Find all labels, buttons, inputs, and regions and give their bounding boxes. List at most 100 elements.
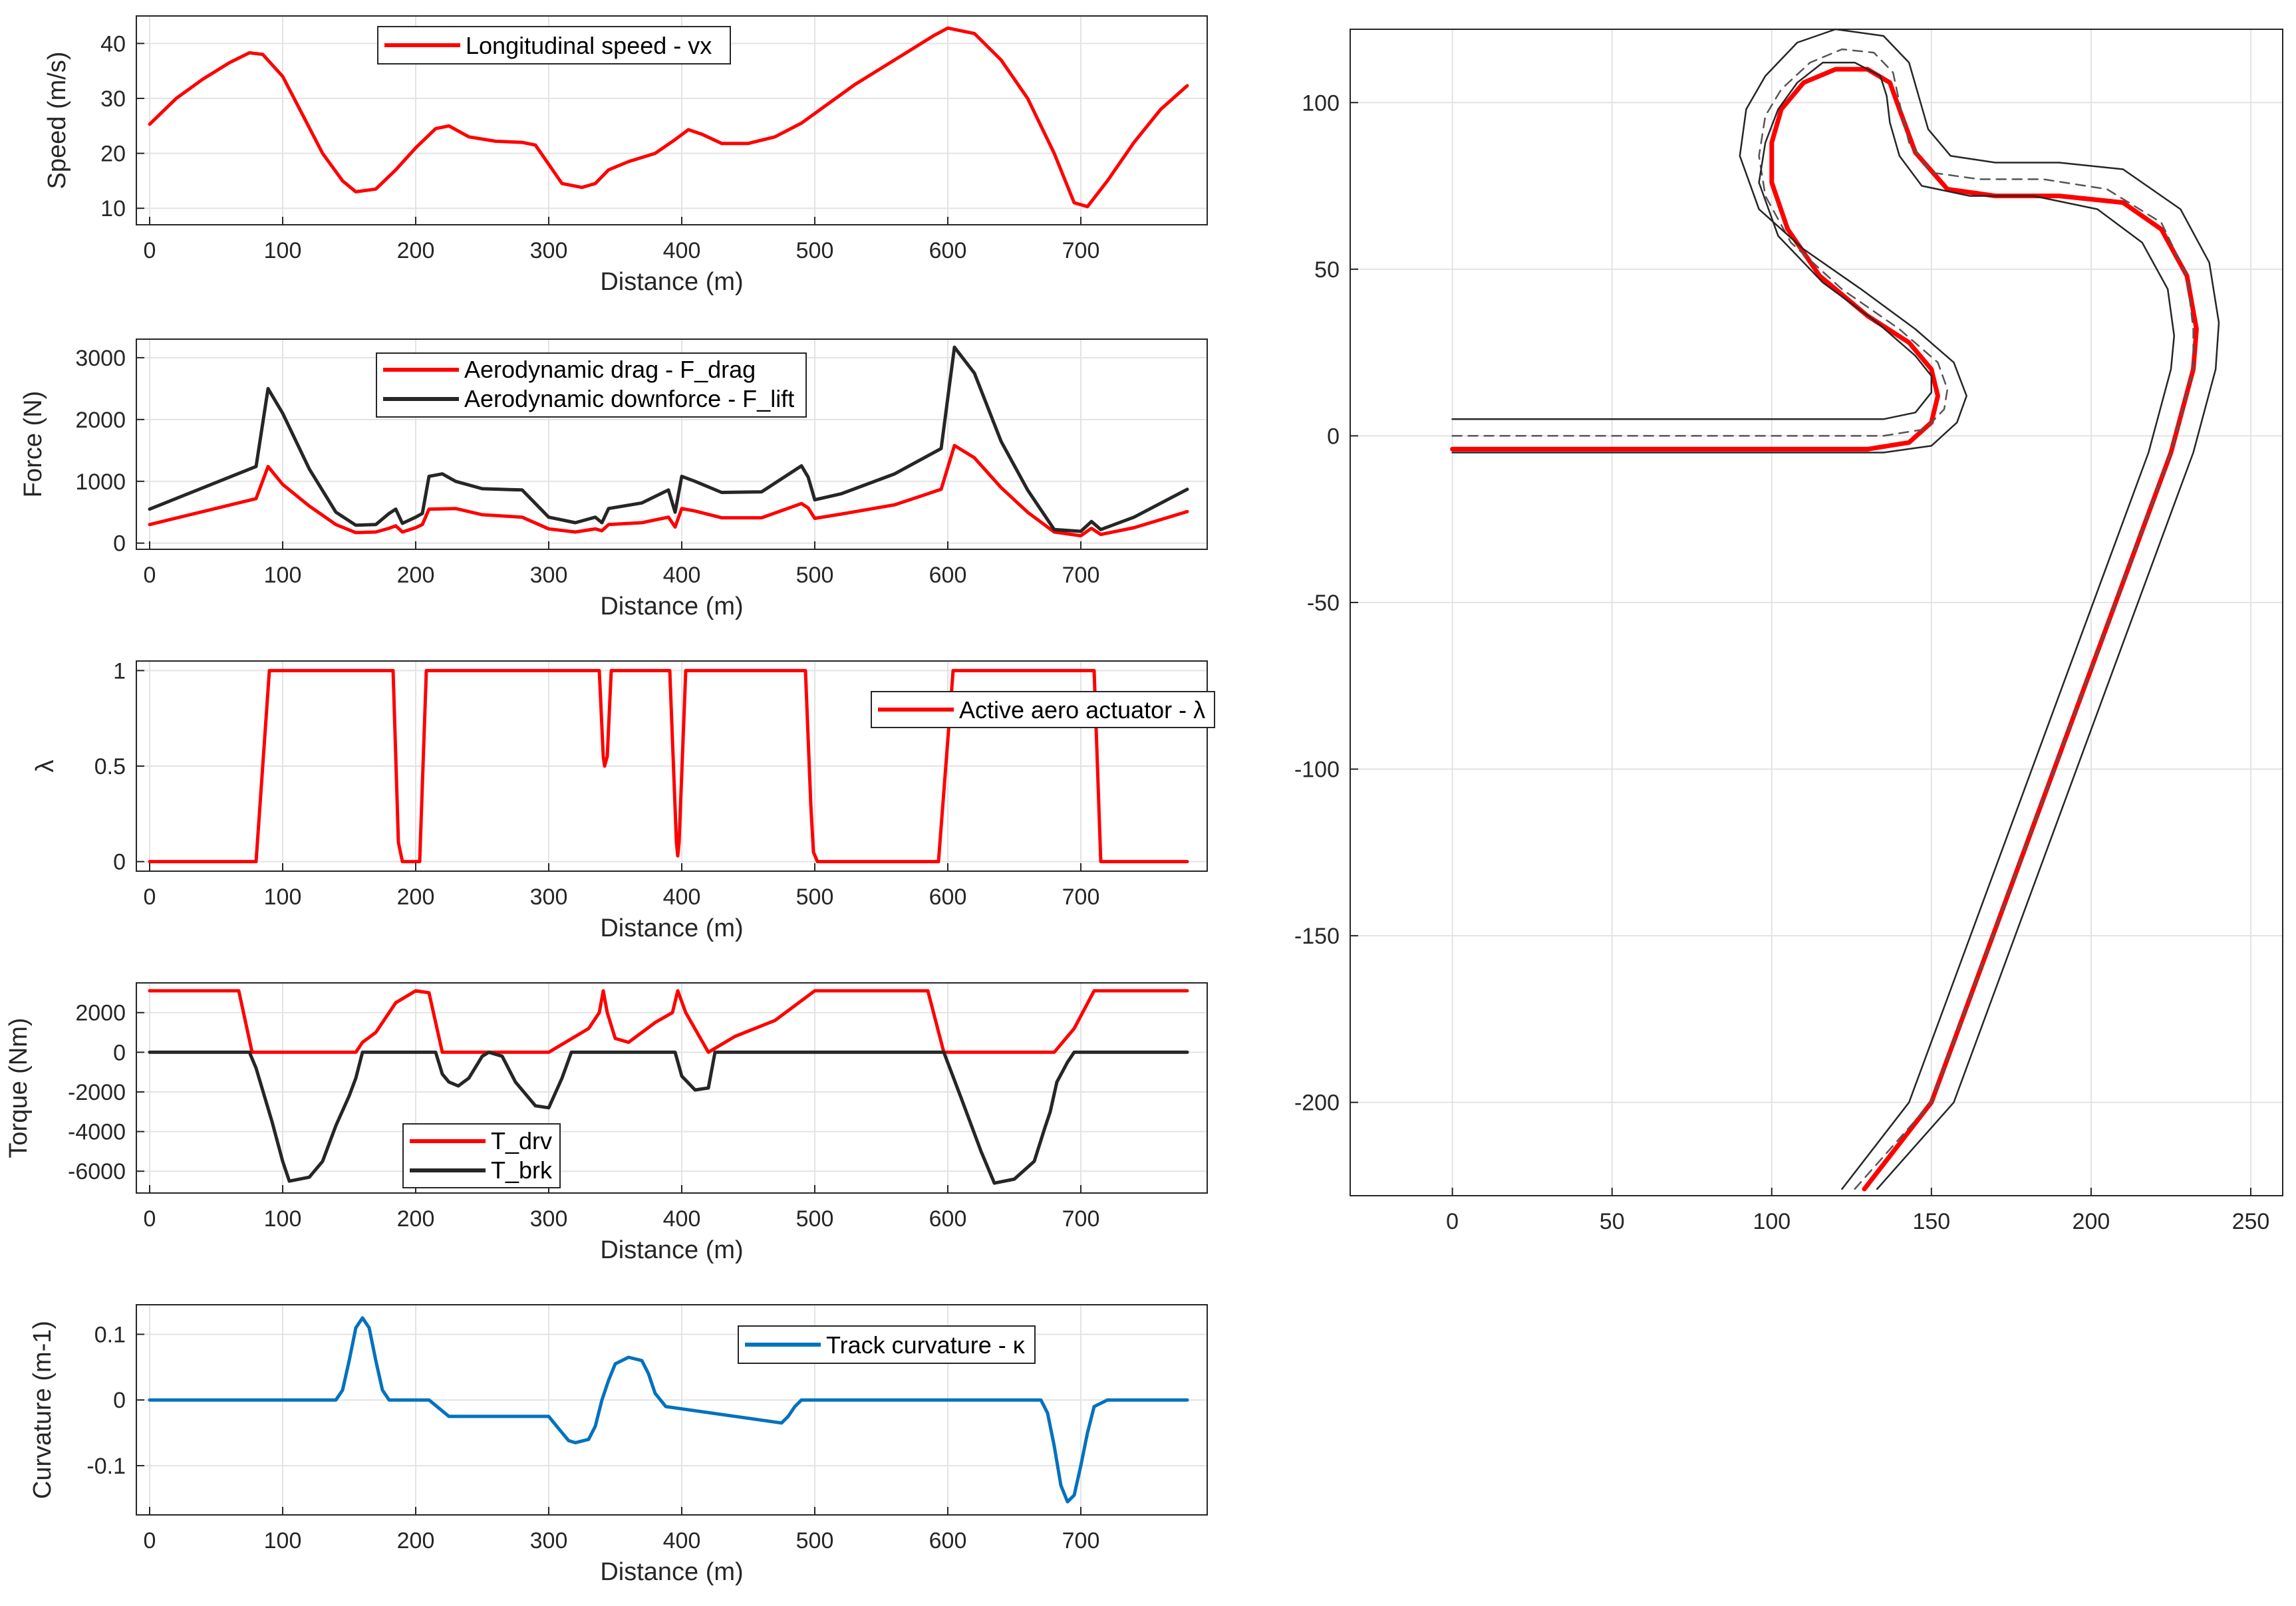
series-line-force-1 <box>148 345 1189 533</box>
chart-speed: 0 100 200 300 400 500 600 700 10 20 30 40 Distance (… <box>43 15 1208 296</box>
x-tick-label: 500 <box>796 238 834 263</box>
x-tick-label: 500 <box>796 563 834 588</box>
x-tick-label: 700 <box>1062 238 1100 263</box>
x-tick-label: 100 <box>264 238 302 263</box>
series-line-torque-0 <box>148 989 1189 1054</box>
y-tick-label: -4000 <box>68 1120 126 1145</box>
series-line-curvature-0 <box>148 1316 1189 1504</box>
y-tick-label: 20 <box>100 142 126 167</box>
series-line-speed-0 <box>148 26 1189 209</box>
y-tick-label: -2000 <box>68 1080 126 1105</box>
y-axis-label: Force (N) <box>19 391 47 497</box>
x-tick-label: 400 <box>663 1206 701 1232</box>
y-tick-label: 3000 <box>75 346 126 371</box>
legend-curvature: Track curvature - κ <box>738 1325 1036 1364</box>
x-tick-label: 600 <box>929 884 967 910</box>
axes-frame <box>136 982 1208 1194</box>
legend-box <box>402 1123 561 1188</box>
x-axis-label: Distance (m) <box>600 593 743 620</box>
x-tick-label: 100 <box>264 884 302 910</box>
y-tick-label: 0 <box>113 1040 126 1065</box>
x-tick-label: 300 <box>530 1206 568 1232</box>
x-tick-label: 0 <box>144 563 156 588</box>
legend-force: Aerodynamic drag - F_drag Aerodynamic do… <box>376 352 807 418</box>
axes-frame <box>136 338 1208 550</box>
legend-label: T_brk <box>491 1156 553 1184</box>
y-tick-label: -6000 <box>68 1159 126 1184</box>
axes-frame <box>136 15 1208 225</box>
chart-curvature: 0 100 200 300 400 500 600 700 0.1 0 -0.1 Distance (… <box>29 1304 1208 1586</box>
x-tick-label: 500 <box>796 1206 834 1232</box>
x-tick-label: 100 <box>1753 1209 1791 1234</box>
legend-label: Aerodynamic downforce - F_lift <box>464 385 794 412</box>
x-tick-label: 0 <box>144 1528 156 1553</box>
x-tick-label: 250 <box>2232 1209 2270 1234</box>
x-tick-label: 400 <box>663 563 701 588</box>
y-tick-label: -50 <box>1307 591 1340 616</box>
axes-frame <box>1350 29 2283 1196</box>
x-tick-label: 100 <box>264 1528 302 1553</box>
x-tick-label: 300 <box>530 563 568 588</box>
chart-torque: 0 100 200 300 400 500 600 700 2000 0 -2000 -4000 -60… <box>5 982 1208 1264</box>
series-line-lambda-0 <box>148 668 1189 864</box>
x-axis-label: Distance (m) <box>600 268 743 296</box>
x-tick-label: 200 <box>397 563 435 588</box>
x-tick-label: 150 <box>1912 1209 1950 1234</box>
x-tick-label: 0 <box>1446 1209 1459 1234</box>
x-tick-label: 600 <box>929 238 967 263</box>
x-tick-label: 200 <box>2073 1209 2110 1234</box>
y-axis-label: Speed (m/s) <box>43 52 71 190</box>
series-line-track_map-0 <box>1450 67 2199 1192</box>
y-tick-label: -100 <box>1294 757 1340 783</box>
x-tick-label: 200 <box>397 238 435 263</box>
x-tick-label: 200 <box>397 1206 435 1232</box>
y-tick-label: 2000 <box>75 408 126 433</box>
y-tick-label: 2000 <box>75 1001 126 1026</box>
legend-label: Active aero actuator - λ <box>959 696 1205 724</box>
y-tick-label: 1000 <box>75 469 126 495</box>
series-line-track_map-1 <box>1451 48 2194 1190</box>
series-line-force-0 <box>148 444 1189 538</box>
x-axis-label: Distance (m) <box>600 1236 743 1264</box>
y-tick-label: 30 <box>100 86 126 112</box>
x-tick-label: 0 <box>144 1206 156 1232</box>
y-tick-label: -150 <box>1294 924 1340 949</box>
x-tick-label: 100 <box>264 563 302 588</box>
y-tick-label: 40 <box>100 31 126 57</box>
y-tick-label: 0.1 <box>94 1322 126 1347</box>
x-tick-label: 0 <box>144 884 156 910</box>
series-line-track_map-3 <box>1451 61 2176 1190</box>
y-tick-label: 50 <box>1314 257 1340 283</box>
x-tick-label: 300 <box>530 884 568 910</box>
legend-label: Aerodynamic drag - F_drag <box>464 356 756 383</box>
axes-frame <box>136 1304 1208 1516</box>
y-tick-label: 10 <box>100 196 126 221</box>
y-tick-label: 0 <box>1327 424 1340 449</box>
x-axis-label: Distance (m) <box>600 1558 743 1586</box>
legend-label: Longitudinal speed - vx <box>466 32 712 59</box>
x-tick-label: 400 <box>663 884 701 910</box>
x-tick-label: 700 <box>1062 1528 1100 1553</box>
x-axis-label: Distance (m) <box>600 914 743 942</box>
x-tick-label: 700 <box>1062 563 1100 588</box>
x-tick-label: 700 <box>1062 1206 1100 1232</box>
y-tick-label: 0 <box>113 531 126 557</box>
y-axis-label: Torque (Nm) <box>5 1017 33 1158</box>
x-tick-label: 300 <box>530 1528 568 1553</box>
legend-label: Track curvature - κ <box>826 1331 1026 1359</box>
x-tick-label: 300 <box>530 238 568 263</box>
y-tick-label: -200 <box>1294 1091 1340 1116</box>
x-tick-label: 200 <box>397 1528 435 1553</box>
legend-torque: T_drv T_brk <box>402 1123 561 1188</box>
y-axis-label: λ <box>31 760 59 773</box>
x-tick-label: 50 <box>1600 1209 1625 1234</box>
series-line-torque-1 <box>148 1050 1189 1185</box>
x-tick-label: 0 <box>144 238 156 263</box>
legend-box <box>376 352 807 418</box>
x-tick-label: 100 <box>264 1206 302 1232</box>
y-tick-label: 0.5 <box>94 754 126 779</box>
chart-force: 0 100 200 300 400 500 600 700 0 1000 2000 3000 Dista… <box>19 338 1208 620</box>
x-tick-label: 200 <box>397 884 435 910</box>
x-tick-label: 600 <box>929 1206 967 1232</box>
